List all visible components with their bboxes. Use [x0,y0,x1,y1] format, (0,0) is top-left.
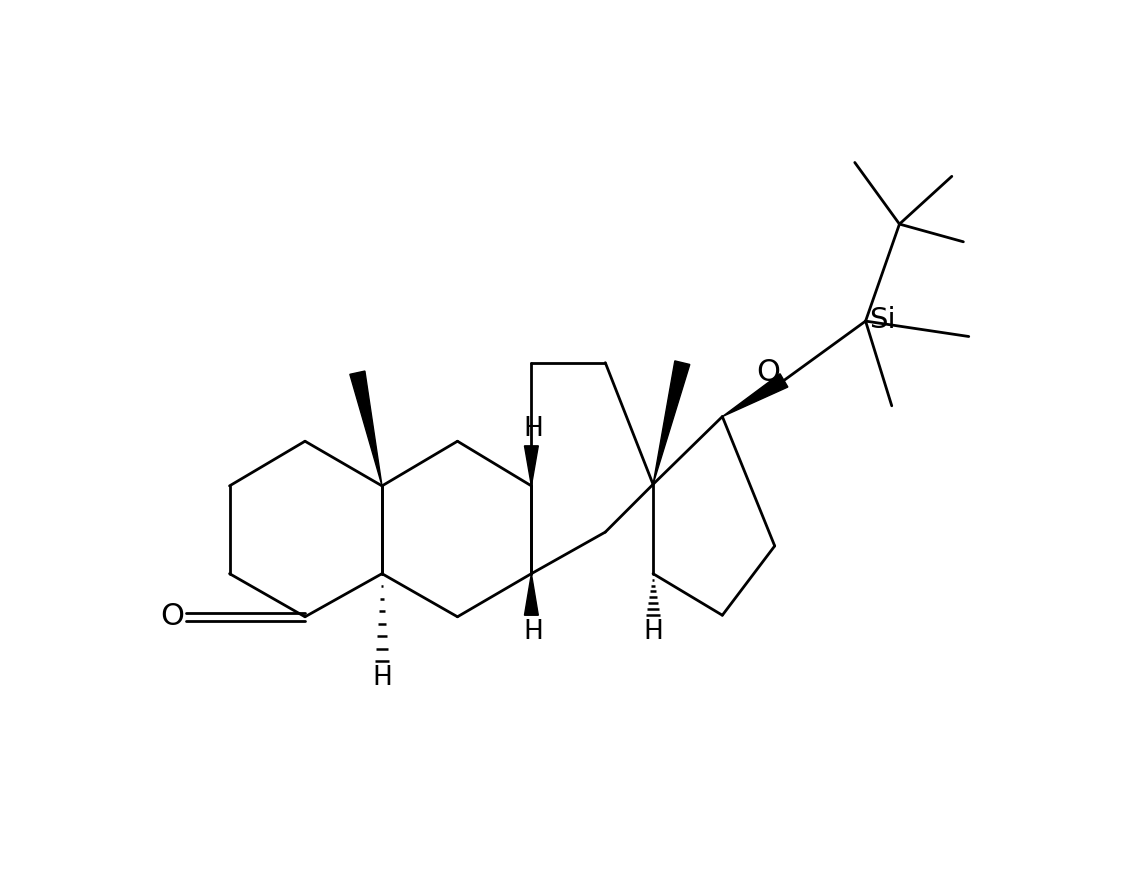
Text: H: H [523,619,543,645]
Text: H: H [372,665,392,691]
Polygon shape [525,574,538,615]
Text: H: H [523,416,543,442]
Text: O: O [756,359,780,387]
Text: O: O [160,602,184,632]
Text: H: H [643,619,663,645]
Polygon shape [653,361,690,484]
Polygon shape [723,374,788,417]
Text: Si: Si [869,306,896,334]
Polygon shape [525,446,538,486]
Polygon shape [350,371,382,486]
